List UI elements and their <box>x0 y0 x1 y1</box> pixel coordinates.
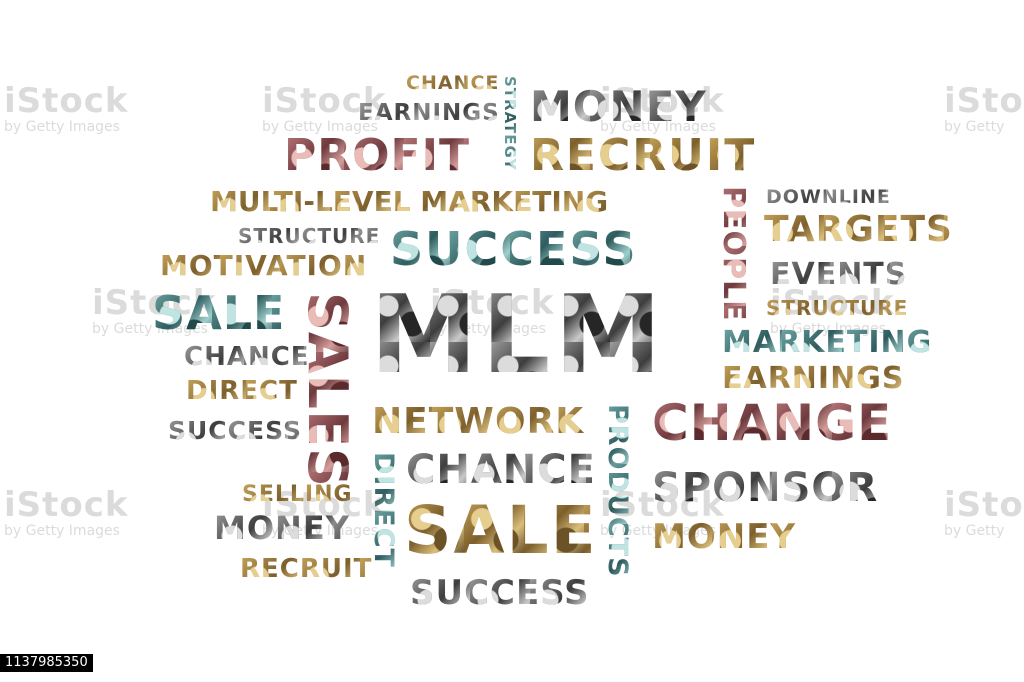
watermark-left-top: iStock by Getty Images <box>4 84 129 134</box>
word-marketing: MARKETING <box>722 325 933 360</box>
watermark-center-top: iStock by Getty Images <box>262 84 387 134</box>
word-success: SUCCESS <box>390 222 638 276</box>
word-profit: PROFIT <box>284 130 470 181</box>
word-chance: CHANCE <box>406 72 500 94</box>
watermark-left-bottom: iStock by Getty Images <box>4 488 129 538</box>
word-money: MONEY <box>652 517 797 557</box>
word-multi-level-marketing: MULTI-LEVEL MARKETING <box>210 185 609 218</box>
watermark-credit-short: by Getty <box>944 119 1005 135</box>
word-sales: SALES <box>296 292 359 488</box>
word-money: MONEY <box>530 82 707 131</box>
word-success: SUCCESS <box>410 573 590 613</box>
word-downline: DOWNLINE <box>766 186 891 208</box>
word-earnings: EARNINGS <box>722 361 905 396</box>
word-success: SUCCESS <box>168 416 302 445</box>
word-events: EVENTS <box>770 257 908 292</box>
word-structure: STRUCTURE <box>238 224 381 248</box>
word-chance: CHANCE <box>406 447 596 493</box>
word-selling: SELLING <box>242 482 353 507</box>
word-sponsor: SPONSOR <box>652 465 879 511</box>
word-direct: DIRECT <box>186 376 298 406</box>
word-structure: STRUCTURE <box>766 296 909 320</box>
word-money: MONEY <box>214 509 350 547</box>
word-people: PEOPLE <box>716 186 751 322</box>
word-recruit: RECRUIT <box>530 130 757 181</box>
image-id-label: 1137985350 <box>0 654 93 672</box>
word-targets: TARGETS <box>764 209 953 250</box>
watermark-right-top: iStock by Getty <box>944 84 1024 134</box>
word-motivation: MOTIVATION <box>160 249 368 282</box>
word-direct: DIRECT <box>368 452 399 568</box>
watermark-credit: by Getty Images <box>4 119 120 135</box>
watermark-brand: iStock <box>4 485 129 525</box>
word-sale: SALE <box>404 492 598 569</box>
watermark-brand: iStock <box>944 485 1024 525</box>
word-sale: SALE <box>152 286 286 340</box>
word-recruit: RECRUIT <box>240 554 373 584</box>
watermark-right-bottom: iStock by Getty <box>944 488 1024 538</box>
word-products: PRODUCTS <box>602 404 633 578</box>
watermark-brand: iStock <box>4 81 129 121</box>
word-change: CHANGE <box>652 394 893 452</box>
watermark-brand: iStock <box>944 81 1024 121</box>
watermark-credit: by Getty Images <box>4 523 120 539</box>
word-strategy: STRATEGY <box>501 76 519 171</box>
watermark-credit-short: by Getty <box>944 523 1005 539</box>
word-chance: CHANCE <box>184 342 310 372</box>
word-mlm: MLM <box>370 273 666 398</box>
word-network: NETWORK <box>372 401 585 442</box>
watermark-credit: by Getty Images <box>262 119 378 135</box>
word-earnings: EARNINGS <box>358 100 500 126</box>
